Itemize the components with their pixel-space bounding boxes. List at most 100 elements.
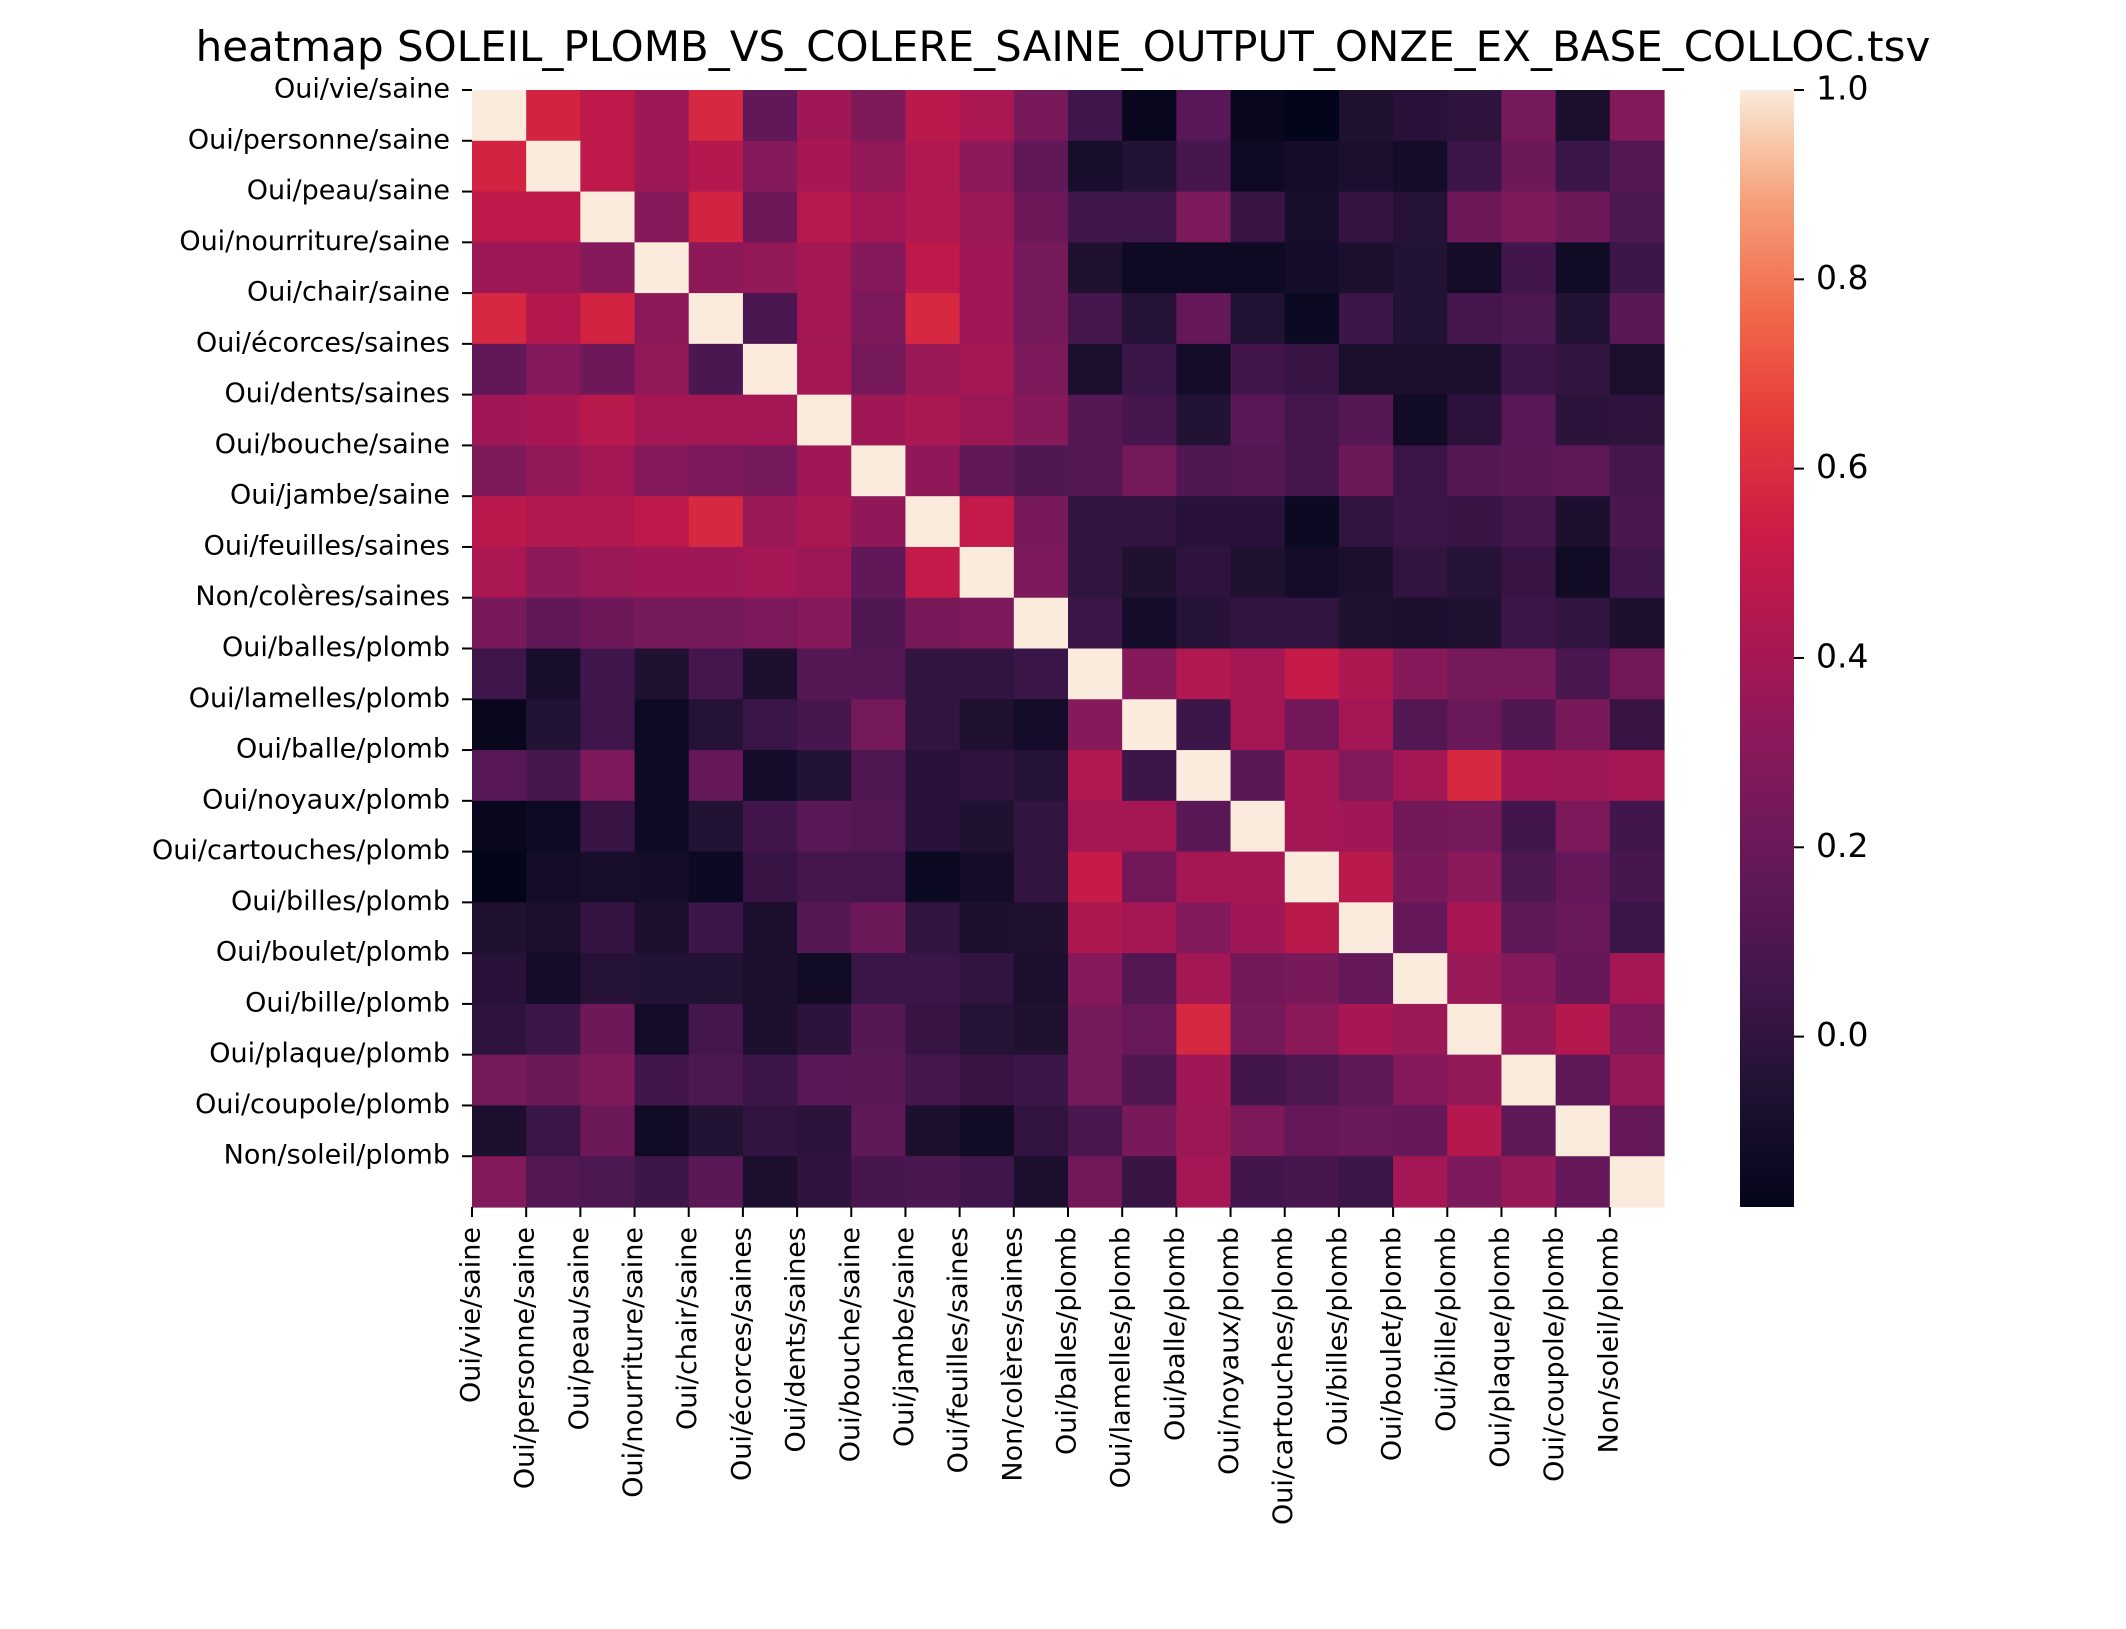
heatmap-cell bbox=[742, 496, 798, 548]
heatmap-cell bbox=[1230, 1054, 1286, 1107]
heatmap-cell bbox=[1501, 343, 1557, 396]
heatmap-cells bbox=[472, 90, 1665, 1208]
heatmap-cell bbox=[905, 648, 961, 700]
heatmap-cell bbox=[526, 293, 581, 345]
heatmap-cell bbox=[1609, 496, 1665, 548]
heatmap-cell bbox=[526, 394, 581, 447]
colorbar-tick-label: 0.2 bbox=[1816, 826, 1868, 865]
heatmap-cell bbox=[1068, 343, 1123, 396]
heatmap-cell bbox=[742, 546, 798, 599]
heatmap-cell bbox=[472, 1054, 527, 1107]
heatmap-cell bbox=[1176, 902, 1232, 954]
heatmap-cell bbox=[1609, 597, 1665, 650]
heatmap-cell bbox=[797, 546, 852, 599]
heatmap-cell bbox=[1122, 1105, 1177, 1157]
heatmap-cell bbox=[851, 648, 907, 700]
heatmap-cell bbox=[580, 699, 636, 751]
heatmap-cell bbox=[1230, 394, 1286, 447]
heatmap-cell bbox=[1284, 1054, 1340, 1107]
heatmap-cell bbox=[1284, 648, 1340, 700]
heatmap-cell bbox=[1555, 800, 1611, 853]
heatmap-cell bbox=[1338, 394, 1394, 447]
heatmap-cell bbox=[1176, 394, 1232, 447]
heatmap-cell bbox=[797, 293, 852, 345]
heatmap-cell bbox=[1122, 648, 1177, 700]
heatmap-cell bbox=[1501, 648, 1557, 700]
heatmap-cell bbox=[742, 1156, 798, 1208]
colorbar-gradient bbox=[1740, 90, 1794, 1207]
heatmap-cell bbox=[797, 953, 852, 1005]
heatmap-cell bbox=[1013, 1003, 1069, 1056]
heatmap-cell bbox=[742, 699, 798, 751]
heatmap-cell bbox=[1013, 140, 1069, 193]
heatmap-cell bbox=[526, 953, 581, 1005]
heatmap-cell bbox=[1393, 750, 1448, 802]
heatmap-cell bbox=[1230, 293, 1286, 345]
heatmap-cell bbox=[1555, 191, 1611, 243]
heatmap-cell bbox=[634, 800, 690, 853]
x-tick-label: Oui/balles/plomb bbox=[1052, 1227, 1083, 1455]
y-tick-label: Oui/cartouches/plomb bbox=[152, 835, 450, 866]
heatmap-cell bbox=[1284, 242, 1340, 294]
heatmap-cell bbox=[472, 140, 527, 193]
heatmap-cell bbox=[1393, 394, 1448, 447]
x-tick-label: Oui/boulet/plomb bbox=[1377, 1227, 1408, 1461]
heatmap-cell bbox=[959, 546, 1015, 599]
heatmap-cell bbox=[1555, 242, 1611, 294]
heatmap-cell bbox=[1176, 242, 1232, 294]
heatmap-cell bbox=[688, 597, 744, 650]
heatmap-cell bbox=[1122, 496, 1177, 548]
heatmap-cell bbox=[959, 902, 1015, 954]
heatmap-cell bbox=[905, 1156, 961, 1208]
heatmap-cell bbox=[634, 90, 690, 142]
heatmap-cell bbox=[1013, 699, 1069, 751]
heatmap-cell bbox=[959, 496, 1015, 548]
heatmap-cell bbox=[1609, 242, 1665, 294]
heatmap-cell bbox=[1338, 293, 1394, 345]
heatmap-cell bbox=[1555, 496, 1611, 548]
heatmap-cell bbox=[1013, 750, 1069, 802]
heatmap-cell bbox=[1338, 546, 1394, 599]
heatmap-cell bbox=[959, 1156, 1015, 1208]
heatmap-cell bbox=[580, 546, 636, 599]
heatmap-cell bbox=[1338, 1003, 1394, 1056]
y-tick-label: Oui/balle/plomb bbox=[236, 734, 450, 765]
heatmap-cell bbox=[742, 1105, 798, 1157]
y-tick-label: Oui/lamelles/plomb bbox=[189, 683, 450, 714]
heatmap-cell bbox=[959, 851, 1015, 903]
heatmap-cell bbox=[1609, 953, 1665, 1005]
heatmap-cell bbox=[959, 1054, 1015, 1107]
heatmap-cell bbox=[1393, 953, 1448, 1005]
x-tick-label: Oui/bouche/saine bbox=[835, 1227, 866, 1462]
heatmap-cell bbox=[1447, 1105, 1503, 1157]
heatmap-cell bbox=[1230, 343, 1286, 396]
heatmap-cell bbox=[1122, 902, 1177, 954]
heatmap-cell bbox=[797, 902, 852, 954]
heatmap-cell bbox=[1393, 1156, 1448, 1208]
heatmap-cell bbox=[742, 750, 798, 802]
heatmap-cell bbox=[1447, 1156, 1503, 1208]
heatmap-cell bbox=[1176, 1003, 1232, 1056]
y-tick-label: Oui/dents/saines bbox=[225, 378, 450, 409]
heatmap-cell bbox=[905, 394, 961, 447]
heatmap-cell bbox=[1338, 597, 1394, 650]
heatmap-cell bbox=[1013, 597, 1069, 650]
heatmap-cell bbox=[1501, 1003, 1557, 1056]
heatmap-cell bbox=[1338, 90, 1394, 142]
heatmap-cell bbox=[905, 496, 961, 548]
heatmap-cell bbox=[526, 648, 581, 700]
y-tick-label: Non/colères/saines bbox=[195, 581, 450, 612]
heatmap-cell bbox=[634, 394, 690, 447]
heatmap-cell bbox=[580, 1156, 636, 1208]
heatmap-cell bbox=[1555, 953, 1611, 1005]
heatmap-cell bbox=[797, 445, 852, 497]
heatmap-cell bbox=[1447, 140, 1503, 193]
x-tick-label: Oui/peau/saine bbox=[564, 1227, 595, 1430]
heatmap-cell bbox=[1447, 496, 1503, 548]
heatmap-cell bbox=[580, 902, 636, 954]
heatmap-cell bbox=[634, 343, 690, 396]
heatmap-cell bbox=[851, 1105, 907, 1157]
heatmap-cell bbox=[1230, 800, 1286, 853]
chart-title: heatmap SOLEIL_PLOMB_VS_COLERE_SAINE_OUT… bbox=[195, 22, 1931, 71]
heatmap-cell bbox=[1555, 1054, 1611, 1107]
